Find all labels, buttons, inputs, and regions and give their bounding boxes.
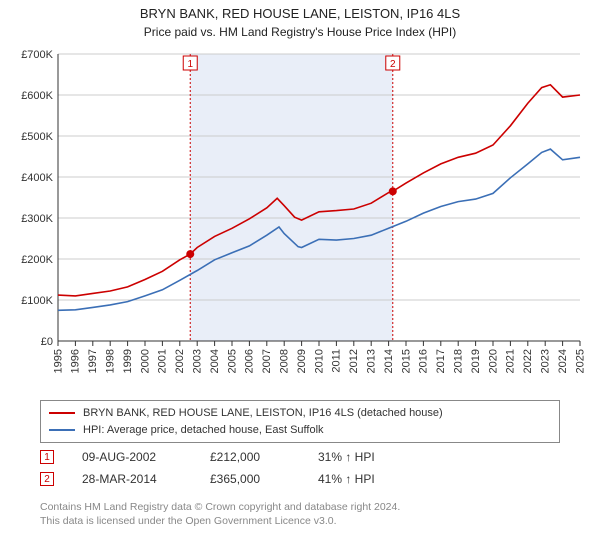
svg-text:2021: 2021 (505, 349, 517, 373)
svg-text:2013: 2013 (366, 349, 378, 373)
svg-text:2014: 2014 (383, 349, 395, 373)
svg-text:2011: 2011 (331, 349, 343, 373)
legend-swatch (49, 429, 75, 431)
legend-item: BRYN BANK, RED HOUSE LANE, LEISTON, IP16… (49, 405, 551, 422)
footer-credits: Contains HM Land Registry data © Crown c… (40, 500, 400, 528)
svg-text:2018: 2018 (453, 349, 465, 373)
chart-title: BRYN BANK, RED HOUSE LANE, LEISTON, IP16… (0, 6, 600, 23)
sale-row: 2 28-MAR-2014 £365,000 41% ↑ HPI (40, 468, 408, 490)
svg-text:£0: £0 (41, 336, 53, 348)
line-chart-svg: £0 £100K £200K £300K £400K £500K £600K £700K 199… (10, 42, 590, 387)
svg-text:2007: 2007 (261, 349, 273, 373)
svg-text:2003: 2003 (191, 349, 203, 373)
svg-text:£500K: £500K (21, 131, 53, 143)
sale-hpi-delta: 41% ↑ HPI (318, 472, 408, 486)
sale-hpi-delta: 31% ↑ HPI (318, 450, 408, 464)
svg-text:1995: 1995 (52, 349, 64, 373)
svg-text:1997: 1997 (87, 349, 99, 373)
chart-area: £0 £100K £200K £300K £400K £500K £600K £700K 199… (10, 42, 590, 387)
sale-date: 28-MAR-2014 (82, 472, 182, 486)
svg-text:2025: 2025 (574, 349, 586, 373)
svg-text:2015: 2015 (400, 349, 412, 373)
svg-text:2002: 2002 (174, 349, 186, 373)
sale-row: 1 09-AUG-2002 £212,000 31% ↑ HPI (40, 446, 408, 468)
sale-marker-icon: 1 (40, 450, 54, 464)
svg-text:2001: 2001 (157, 349, 169, 373)
svg-text:2016: 2016 (418, 349, 430, 373)
svg-text:2012: 2012 (348, 349, 360, 373)
svg-text:2006: 2006 (244, 349, 256, 373)
svg-text:£700K: £700K (21, 49, 53, 61)
svg-text:2020: 2020 (487, 349, 499, 373)
sale-date: 09-AUG-2002 (82, 450, 182, 464)
svg-text:£600K: £600K (21, 90, 53, 102)
legend-item: HPI: Average price, detached house, East… (49, 422, 551, 439)
sales-table: 1 09-AUG-2002 £212,000 31% ↑ HPI 2 28-MA… (40, 446, 408, 490)
footer-line: This data is licensed under the Open Gov… (40, 514, 400, 528)
legend-label: BRYN BANK, RED HOUSE LANE, LEISTON, IP16… (83, 405, 443, 422)
svg-text:£100K: £100K (21, 295, 53, 307)
svg-text:2022: 2022 (522, 349, 534, 373)
svg-text:2010: 2010 (313, 349, 325, 373)
svg-text:1999: 1999 (122, 349, 134, 373)
svg-text:1: 1 (187, 59, 193, 70)
svg-text:2023: 2023 (540, 349, 552, 373)
svg-text:2004: 2004 (209, 349, 221, 373)
svg-text:£400K: £400K (21, 172, 53, 184)
svg-text:2000: 2000 (139, 349, 151, 373)
svg-text:2019: 2019 (470, 349, 482, 373)
legend: BRYN BANK, RED HOUSE LANE, LEISTON, IP16… (40, 400, 560, 443)
svg-text:2008: 2008 (279, 349, 291, 373)
sale-price: £212,000 (210, 450, 290, 464)
svg-text:£200K: £200K (21, 254, 53, 266)
legend-swatch (49, 412, 75, 414)
svg-text:2: 2 (390, 59, 396, 70)
chart-subtitle: Price paid vs. HM Land Registry's House … (0, 25, 600, 39)
sale-price: £365,000 (210, 472, 290, 486)
svg-text:1998: 1998 (104, 349, 116, 373)
svg-text:1996: 1996 (70, 349, 82, 373)
svg-text:2024: 2024 (557, 349, 569, 373)
sale-marker-icon: 2 (40, 472, 54, 486)
svg-text:2017: 2017 (435, 349, 447, 373)
legend-label: HPI: Average price, detached house, East… (83, 422, 324, 439)
footer-line: Contains HM Land Registry data © Crown c… (40, 500, 400, 514)
svg-text:2005: 2005 (226, 349, 238, 373)
svg-text:£300K: £300K (21, 213, 53, 225)
svg-text:2009: 2009 (296, 349, 308, 373)
